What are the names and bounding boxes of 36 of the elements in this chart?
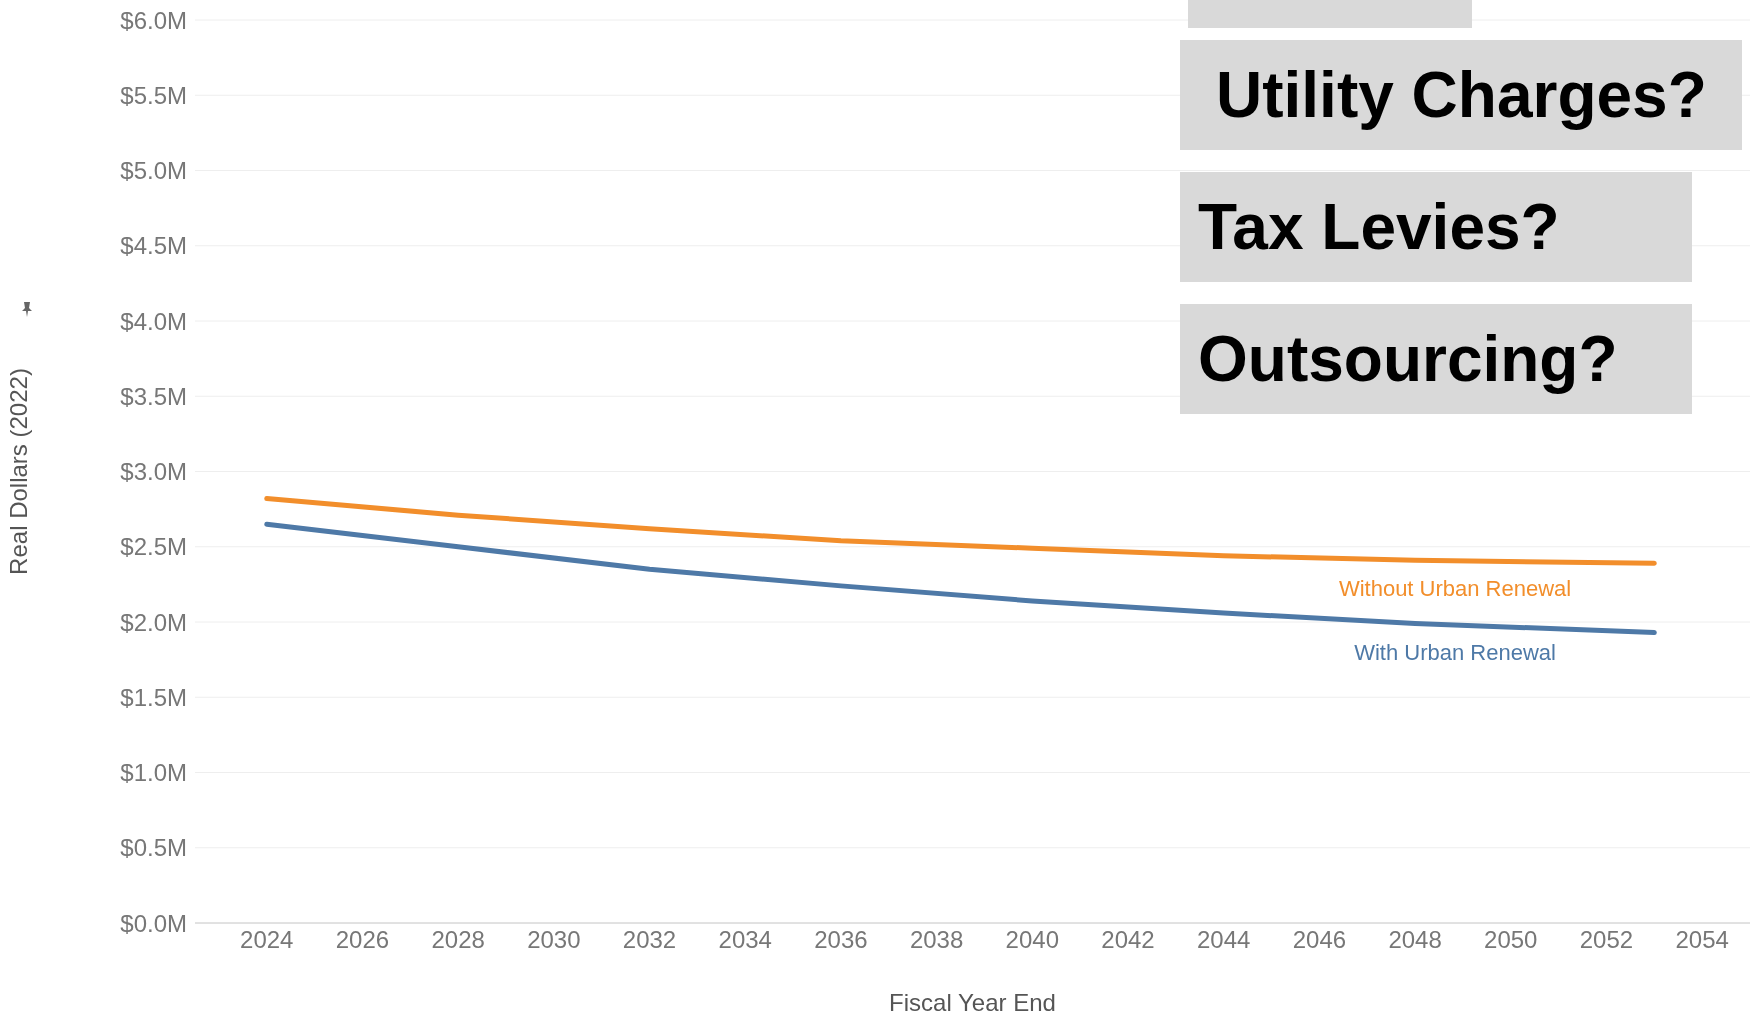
y-tick-label: $1.0M (120, 759, 187, 787)
x-tick-label: 2050 (1484, 926, 1538, 954)
x-tick-label: 2030 (527, 926, 581, 954)
y-tick-label: $0.5M (120, 834, 187, 862)
y-tick-label: $4.5M (120, 232, 187, 260)
y-tick-label: $5.5M (120, 81, 187, 109)
y-axis-title: Real Dollars (2022) (4, 368, 32, 575)
y-tick-label: $3.0M (120, 458, 187, 486)
y-tick-label: $2.0M (120, 608, 187, 636)
x-tick-label: 2038 (909, 926, 964, 954)
annotation: Utility Charges? (1216, 58, 1707, 132)
x-tick-label: 2028 (431, 926, 485, 954)
y-tick-label: $4.0M (120, 307, 187, 335)
y-tick-label: $3.5M (120, 382, 187, 410)
series-label: With Urban Renewal (1354, 639, 1556, 665)
x-tick-label: 2026 (335, 926, 390, 954)
x-tick-label: 2034 (718, 926, 772, 954)
x-tick-label: 2052 (1579, 926, 1634, 954)
y-tick-label: $6.0M (120, 6, 187, 34)
y-tick-label: $5.0M (120, 157, 187, 185)
x-tick-label: 2024 (240, 926, 294, 954)
x-tick-label: 2048 (1388, 926, 1442, 954)
x-tick-label: 2036 (814, 926, 868, 954)
y-tick-label: $0.0M (120, 909, 187, 937)
y-tick-label: $1.5M (120, 683, 187, 711)
y-tick-label: $2.5M (120, 533, 187, 561)
x-tick-label: 2054 (1675, 926, 1729, 954)
series-label: Without Urban Renewal (1338, 576, 1572, 602)
annotation: Tax Levies? (1198, 190, 1560, 264)
x-axis-title: Fiscal Year End (889, 989, 1056, 1016)
annotation: Outsourcing? (1198, 322, 1618, 396)
x-tick-label: 2032 (622, 926, 677, 954)
x-tick-label: 2040 (1005, 926, 1059, 954)
x-tick-label: 2046 (1292, 926, 1347, 954)
x-tick-label: 2044 (1197, 926, 1251, 954)
x-tick-label: 2042 (1101, 926, 1155, 954)
